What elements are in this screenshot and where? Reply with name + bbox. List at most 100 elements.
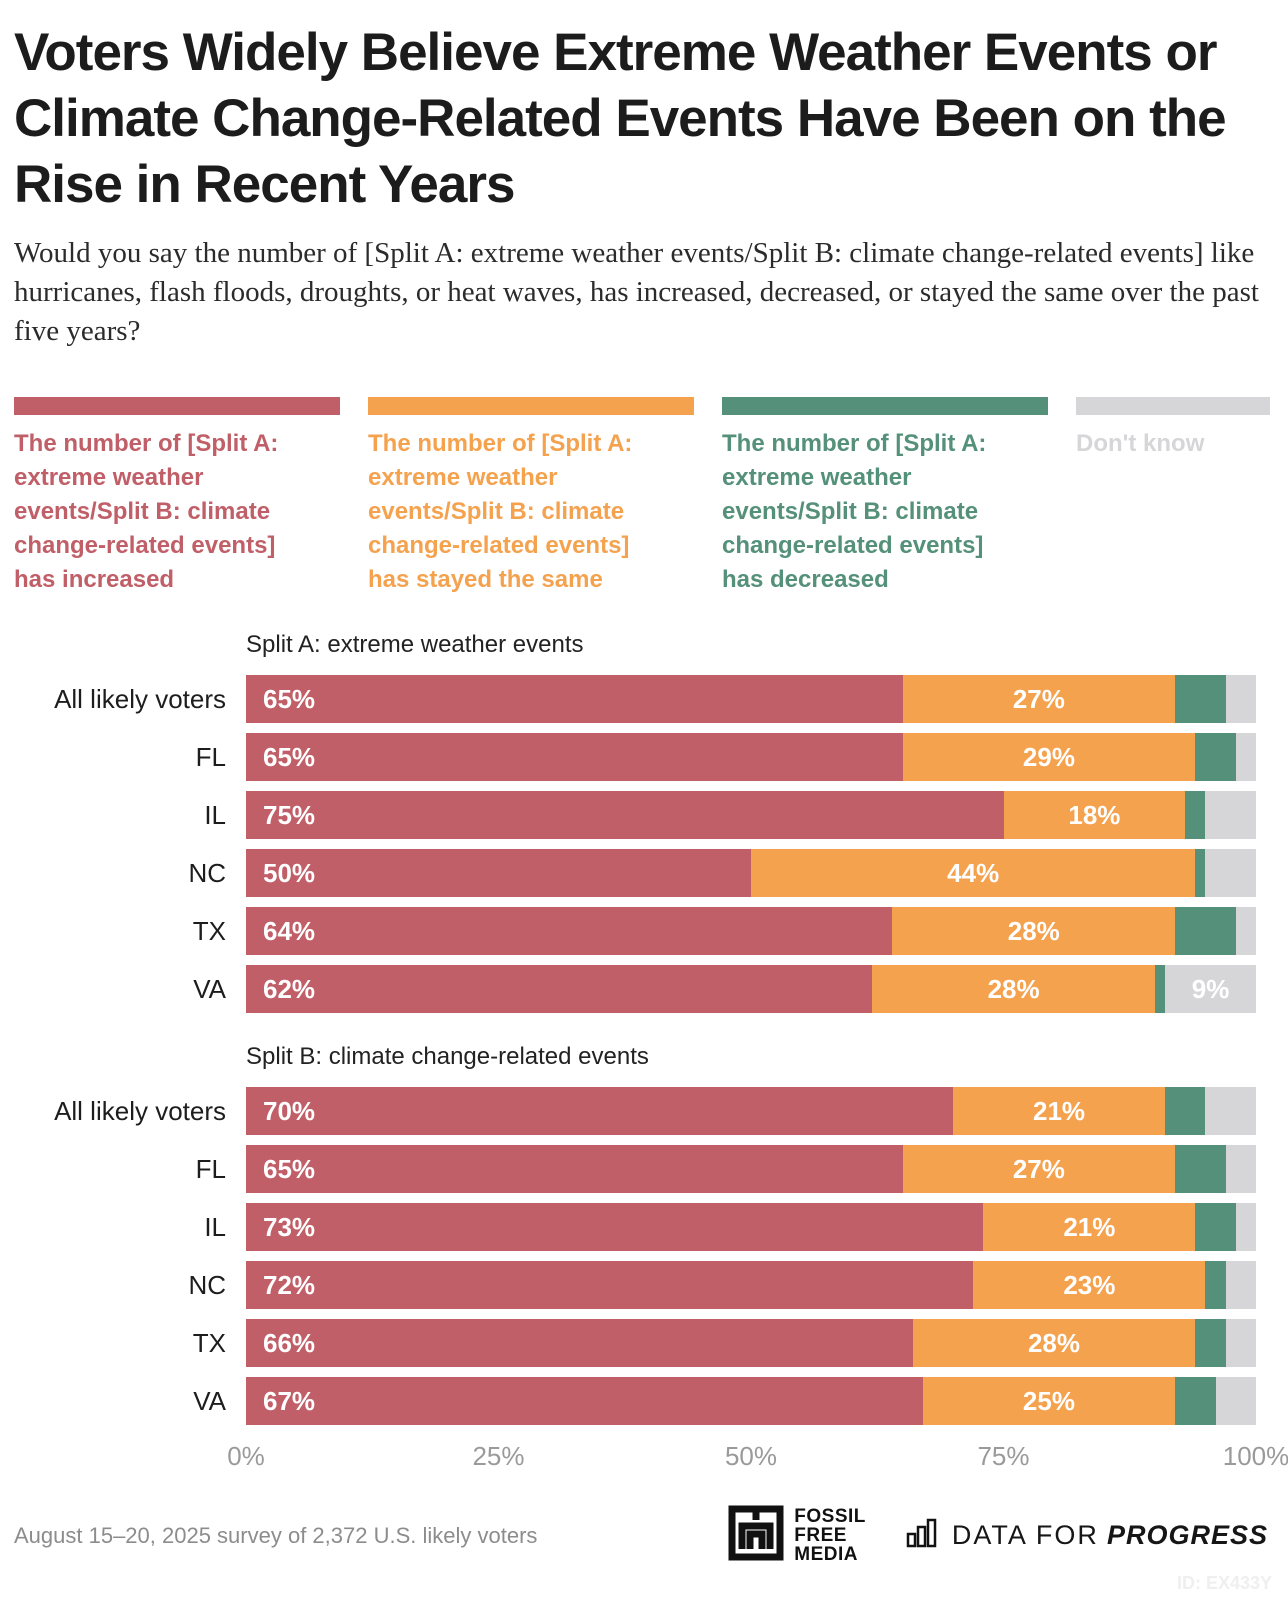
survey-question: Would you say the number of [Split A: ex…	[14, 237, 1259, 347]
row-label: NC	[188, 1269, 226, 1300]
fossil-line-1: FOSSIL	[794, 1506, 866, 1527]
bar-segment-decreased	[1195, 1319, 1226, 1367]
bar-segment-dont_know	[1235, 907, 1256, 955]
stacked-bar: 64% 28%	[246, 907, 1256, 955]
chart-row: NC 72% 23%	[14, 1261, 1274, 1309]
segment-value-label: 66%	[263, 1327, 316, 1358]
stacked-bar: 67% 25%	[246, 1377, 1256, 1425]
legend-swatch	[1076, 397, 1270, 415]
axis-tick: 50%	[724, 1441, 778, 1471]
chart-row: TX 66% 28%	[14, 1319, 1274, 1367]
bar-segment-decreased	[1195, 733, 1236, 781]
logos: FOSSIL FREE MEDIA DATA FOR PROGRESS	[728, 1505, 1268, 1566]
stacked-bar: 65% 27%	[246, 675, 1256, 723]
fossil-free-media-icon	[728, 1505, 784, 1566]
segment-value-label: 44%	[947, 857, 1000, 888]
legend: The number of [Split A: extreme weather ev…	[14, 397, 1274, 597]
fossil-free-media-wordmark: FOSSIL FREE MEDIA	[794, 1507, 866, 1564]
dfp-bold-text: PROGRESS	[1106, 1520, 1268, 1550]
stacked-bar: 73% 21%	[246, 1203, 1256, 1251]
bar-chart-icon	[906, 1518, 940, 1553]
bar-segment-decreased	[1195, 849, 1206, 897]
bar-segment-dont_know	[1205, 791, 1256, 839]
segment-value-label: 64%	[263, 915, 316, 946]
bar-segment-decreased	[1175, 907, 1236, 955]
segment-value-label: 27%	[1012, 683, 1065, 714]
bar-segment-dont_know	[1225, 1261, 1256, 1309]
segment-value-label: 27%	[1012, 1153, 1065, 1184]
bar-segment-stayed_same: 21%	[953, 1087, 1166, 1135]
bar-segment-increased: 64%	[246, 907, 893, 955]
segment-value-label: 28%	[1007, 915, 1060, 946]
chart-row: NC 50% 44%	[14, 849, 1274, 897]
fossil-line-2: FREE	[794, 1525, 847, 1546]
axis-tick: 75%	[977, 1441, 1030, 1471]
bar-segment-increased: 70%	[246, 1087, 953, 1135]
segment-value-label: 65%	[263, 1153, 316, 1184]
row-label: NC	[188, 857, 226, 888]
segment-value-label: 21%	[1063, 1211, 1116, 1242]
page-title: Voters Widely Believe Extreme Weather Ev…	[14, 23, 1227, 214]
bar-segment-dont_know	[1235, 733, 1256, 781]
bar-segment-decreased	[1175, 1145, 1226, 1193]
legend-label: The number of [Split A: extreme weather ev…	[368, 430, 633, 593]
bar-segment-stayed_same: 27%	[902, 675, 1176, 723]
segment-value-label: 50%	[263, 857, 316, 888]
footer: August 15–20, 2025 survey of 2,372 U.S. …	[14, 1505, 1274, 1566]
axis-tick: 0%	[227, 1441, 265, 1471]
survey-note: August 15–20, 2025 survey of 2,372 U.S. …	[14, 1522, 538, 1548]
fossil-free-media-logo: FOSSIL FREE MEDIA	[728, 1505, 866, 1566]
bar-segment-increased: 75%	[246, 791, 1004, 839]
legend-item: The number of [Split A: extreme weather ev…	[368, 397, 694, 597]
bar-segment-decreased	[1195, 1203, 1236, 1251]
bar-segment-increased: 62%	[246, 965, 873, 1013]
bar-segment-stayed_same: 21%	[983, 1203, 1196, 1251]
chart-row: FL 65% 27%	[14, 1145, 1274, 1193]
row-label: IL	[204, 1211, 226, 1242]
segment-value-label: 29%	[1022, 741, 1075, 772]
stacked-bar: 65% 27%	[246, 1145, 1256, 1193]
row-label: FL	[195, 1153, 226, 1184]
stacked-bar: 65% 29%	[246, 733, 1256, 781]
bar-segment-stayed_same: 29%	[902, 733, 1196, 781]
segment-value-label: 21%	[1033, 1095, 1086, 1126]
bar-segment-stayed_same: 23%	[973, 1261, 1206, 1309]
chart-id: ID: EX433Y	[1176, 1573, 1272, 1593]
axis-tick: 25%	[472, 1441, 525, 1471]
segment-value-label: 23%	[1063, 1269, 1116, 1300]
bar-segment-increased: 72%	[246, 1261, 974, 1309]
stacked-bar: 75% 18%	[246, 791, 1256, 839]
legend-swatch	[368, 397, 694, 415]
segment-value-label: 28%	[1027, 1327, 1081, 1358]
chart-row: FL 65% 29%	[14, 733, 1274, 781]
bar-segment-dont_know	[1225, 1319, 1256, 1367]
bar-segment-dont_know	[1225, 675, 1256, 723]
bar-segment-dont_know	[1205, 849, 1256, 897]
fossil-line-3: MEDIA	[794, 1544, 859, 1565]
bar-segment-dont_know: 9%	[1165, 965, 1256, 1013]
axis-tick: 100%	[1222, 1441, 1288, 1471]
row-label: TX	[192, 915, 226, 946]
row-label: IL	[204, 799, 226, 830]
bar-segment-dont_know	[1215, 1377, 1256, 1425]
bar-segment-dont_know	[1235, 1203, 1256, 1251]
bar-segment-increased: 65%	[246, 1145, 903, 1193]
legend-label: Don't know	[1076, 430, 1205, 457]
bar-segment-increased: 73%	[246, 1203, 984, 1251]
bar-segment-stayed_same: 28%	[892, 907, 1176, 955]
segment-value-label: 73%	[263, 1211, 316, 1242]
chart-row: All likely voters 70% 21%	[14, 1087, 1274, 1135]
segment-value-label: 70%	[263, 1095, 316, 1126]
segment-value-label: 25%	[1022, 1385, 1075, 1416]
bar-segment-stayed_same: 27%	[902, 1145, 1176, 1193]
legend-swatch	[722, 397, 1048, 415]
stacked-bar-chart: Split A: extreme weather events All likel…	[14, 631, 1274, 1425]
bar-segment-dont_know	[1205, 1087, 1256, 1135]
legend-item: The number of [Split A: extreme weather ev…	[722, 397, 1048, 597]
bar-segment-increased: 65%	[246, 675, 903, 723]
bar-segment-stayed_same: 18%	[1003, 791, 1186, 839]
row-label: TX	[192, 1327, 226, 1358]
bar-segment-decreased	[1185, 791, 1206, 839]
bar-segment-decreased	[1205, 1261, 1226, 1309]
page: Voters Widely Believe Extreme Weather Ev…	[14, 23, 1288, 1566]
